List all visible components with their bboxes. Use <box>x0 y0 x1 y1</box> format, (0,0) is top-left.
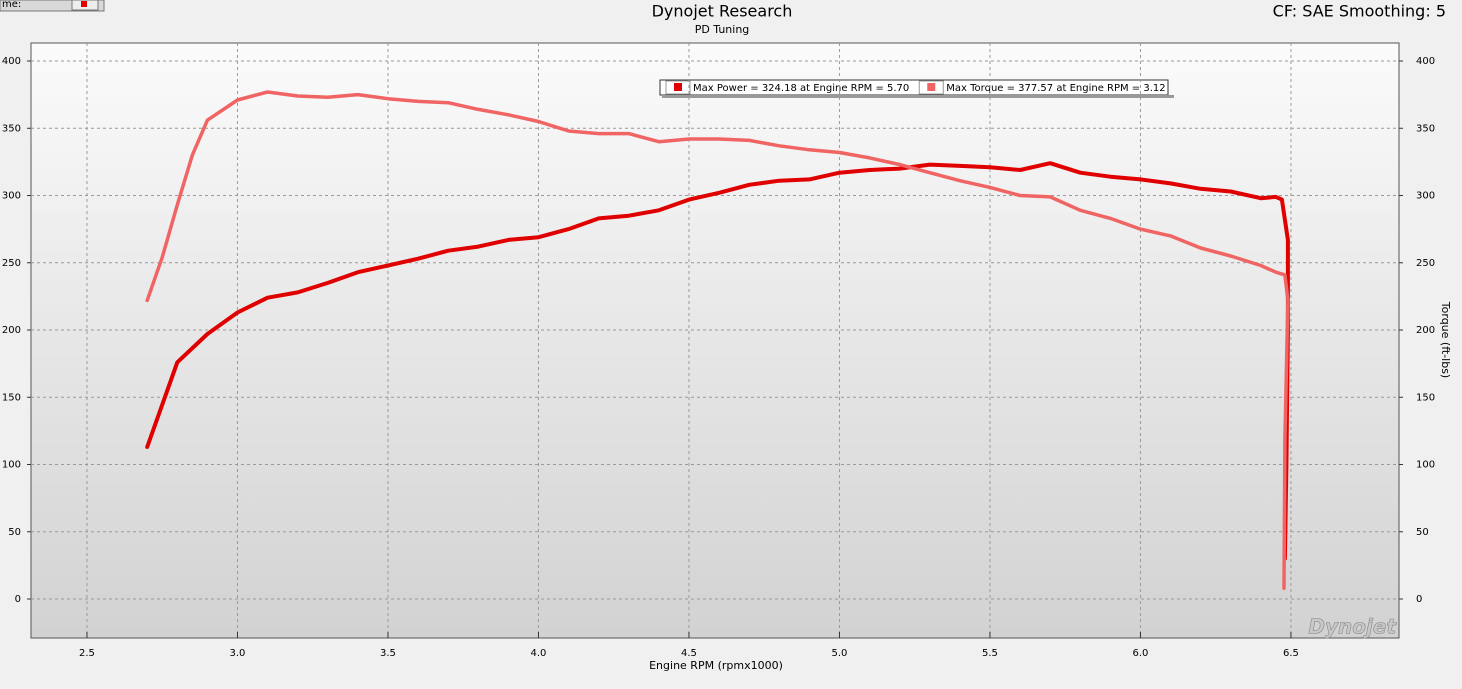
y2-tick-label: 50 <box>1416 527 1429 538</box>
chart-subtitle: PD Tuning <box>695 23 750 36</box>
y-tick-label: 0 <box>15 594 21 605</box>
x-tick-label: 6.5 <box>1283 648 1299 659</box>
y-tick-label: 300 <box>2 191 21 202</box>
x-tick-label: 6.0 <box>1132 648 1148 659</box>
y-tick-label: 350 <box>2 123 21 134</box>
x-tick-label: 5.5 <box>982 648 998 659</box>
y-tick-label: 150 <box>2 392 21 403</box>
legend-swatch <box>927 83 936 91</box>
y2-tick-label: 0 <box>1416 594 1422 605</box>
y2-tick-label: 100 <box>1416 460 1435 471</box>
chart-title: Dynojet Research <box>652 2 793 21</box>
x-tick-label: 3.0 <box>230 648 246 659</box>
y-tick-label: 250 <box>2 258 21 269</box>
y2-tick-label: 200 <box>1416 325 1435 336</box>
legend-label: Max Torque = 377.57 at Engine RPM = 3.12 <box>946 83 1165 94</box>
plot-area <box>30 42 1400 639</box>
x-tick-label: 4.0 <box>531 648 547 659</box>
y2-axis-label: Torque (ft-lbs) <box>1439 301 1452 378</box>
legend: Max Power = 324.18 at Engine RPM = 5.70 M… <box>659 79 1174 98</box>
x-axis-label: Engine RPM (rpmx1000) <box>649 659 783 672</box>
series-line <box>145 90 1290 590</box>
top-left-label: me: <box>2 0 21 10</box>
x-tick-label: 5.0 <box>832 648 848 659</box>
y-tick-label: 400 <box>2 56 21 67</box>
legend-shadow <box>662 95 1174 98</box>
top-left-widget[interactable] <box>0 0 105 12</box>
top-left-swatch <box>81 1 87 7</box>
x-tick-label: 3.5 <box>380 648 396 659</box>
legend-label: Max Power = 324.18 at Engine RPM = 5.70 <box>693 83 909 94</box>
series-line <box>145 161 1290 561</box>
corner-note: CF: SAE Smoothing: 5 <box>1273 2 1446 21</box>
legend-swatch <box>674 83 682 91</box>
y2-tick-label: 150 <box>1416 392 1435 403</box>
watermark: Dynojet <box>1308 615 1397 639</box>
y2-tick-label: 250 <box>1416 258 1435 269</box>
y-tick-label: 100 <box>2 460 21 471</box>
x-tick-label: 2.5 <box>79 648 95 659</box>
x-tick-label: 4.5 <box>681 648 697 659</box>
y2-tick-label: 350 <box>1416 123 1435 134</box>
y2-tick-label: 300 <box>1416 191 1435 202</box>
y-tick-label: 200 <box>2 325 21 336</box>
y-tick-label: 50 <box>8 527 21 538</box>
y2-tick-label: 400 <box>1416 56 1435 67</box>
